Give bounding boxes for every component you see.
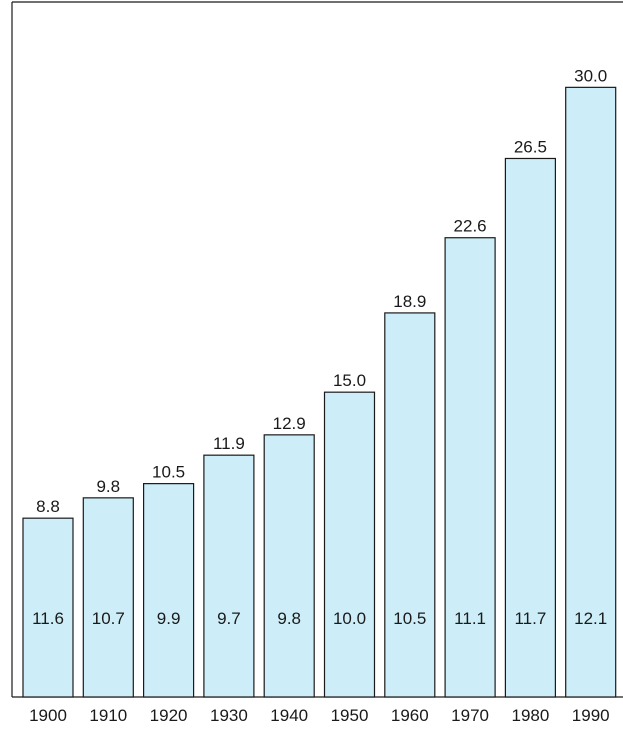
bar-inner-label-1930: 9.7: [217, 609, 241, 628]
bar-inner-label-1940: 9.8: [277, 609, 301, 628]
bar-inner-label-1960: 10.5: [393, 609, 426, 628]
bar-1900: [22, 517, 74, 698]
bar-top-label-1950: 15.0: [333, 371, 366, 390]
x-tick-label-1960: 1960: [391, 706, 429, 725]
bar-inner-label-1980: 11.7: [514, 609, 546, 628]
x-tick-label-1970: 1970: [451, 706, 489, 725]
bar-top-label-1940: 12.9: [273, 414, 306, 433]
bar-1930: [203, 454, 255, 698]
bar-inner-label-1950: 10.0: [333, 609, 366, 628]
x-tick-label-1990: 1990: [572, 706, 610, 725]
x-tick-label-1940: 1940: [270, 706, 308, 725]
bar-1970: [444, 237, 496, 698]
bar-top-label-1930: 11.9: [213, 434, 245, 453]
bar-top-label-1920: 10.5: [152, 463, 185, 482]
bar-inner-label-1920: 9.9: [157, 609, 181, 628]
bar-top-label-1960: 18.9: [393, 292, 426, 311]
bar-inner-label-1900: 11.6: [32, 609, 64, 628]
bar-inner-label-1970: 11.1: [454, 609, 486, 628]
x-tick-label-1910: 1910: [89, 706, 127, 725]
x-tick-label-1900: 1900: [29, 706, 67, 725]
bar-top-label-1900: 8.8: [36, 497, 60, 516]
bar-1910: [82, 497, 134, 698]
bar-inner-label-1910: 10.7: [92, 609, 125, 628]
bar-1950: [323, 391, 376, 698]
bar-inner-label-1990: 12.1: [574, 609, 607, 628]
bar-top-label-1970: 22.6: [454, 217, 487, 236]
x-tick-label-1950: 1950: [331, 706, 369, 725]
bar-1990: [565, 86, 617, 698]
bar-top-label-1910: 9.8: [96, 477, 120, 496]
bar-top-label-1990: 30.0: [574, 66, 607, 85]
x-tick-label-1930: 1930: [210, 706, 248, 725]
bar-1920: [143, 483, 195, 698]
x-tick-label-1980: 1980: [511, 706, 549, 725]
bar-top-label-1980: 26.5: [514, 137, 547, 156]
bar-1960: [384, 312, 436, 698]
x-tick-label-1920: 1920: [150, 706, 188, 725]
bar-1940: [263, 434, 315, 698]
bar-1980: [504, 157, 556, 698]
